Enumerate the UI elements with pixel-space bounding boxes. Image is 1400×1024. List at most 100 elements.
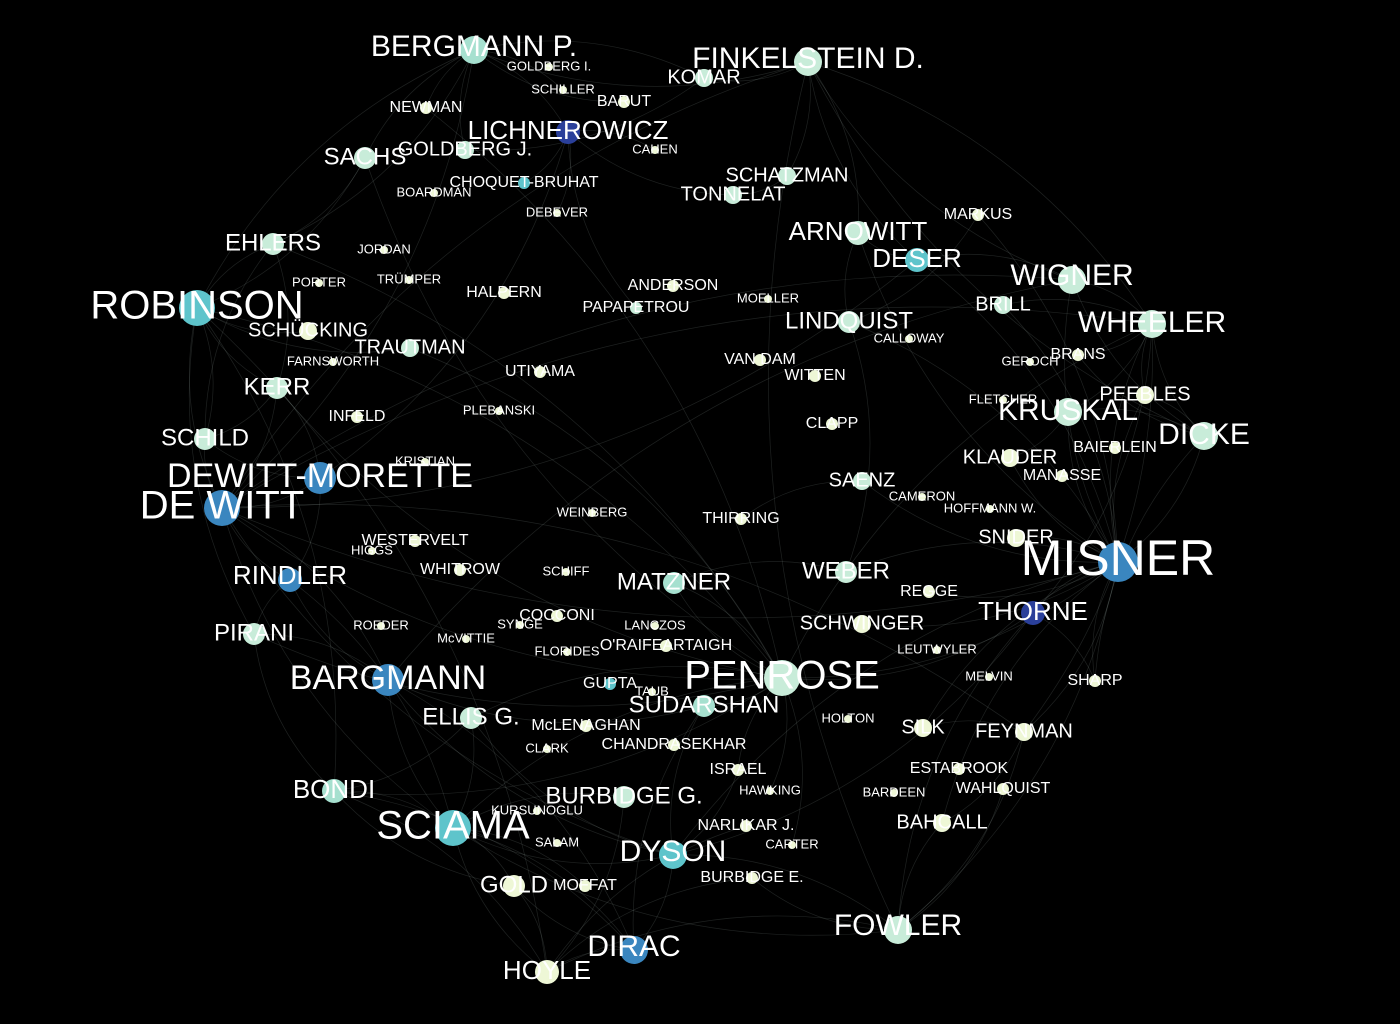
node-melvin[interactable]: [985, 673, 993, 681]
node-lichnerowicz[interactable]: [556, 120, 580, 144]
node-barut[interactable]: [618, 96, 630, 108]
node-salam[interactable]: [553, 839, 561, 847]
node-van-dam[interactable]: [754, 354, 766, 366]
node-brans[interactable]: [1072, 349, 1084, 361]
node-mclenaghan[interactable]: [580, 720, 592, 732]
node-schild[interactable]: [194, 428, 216, 450]
node-holton[interactable]: [844, 715, 852, 723]
node-kruskal[interactable]: [1054, 398, 1082, 426]
node-hoffmann-w[interactable]: [986, 505, 994, 513]
node-gold[interactable]: [503, 875, 525, 897]
node-narlikar[interactable]: [740, 820, 752, 832]
node-dirac[interactable]: [620, 936, 648, 964]
node-westervelt[interactable]: [409, 535, 421, 547]
node-silk[interactable]: [914, 719, 932, 737]
node-cameron[interactable]: [918, 493, 926, 501]
node-carter[interactable]: [788, 841, 796, 849]
node-dicke[interactable]: [1190, 422, 1218, 450]
node-sharp[interactable]: [1089, 675, 1101, 687]
node-mcvittie[interactable]: [462, 635, 470, 643]
node-goldberg-i[interactable]: [545, 63, 553, 71]
node-schiff[interactable]: [562, 568, 570, 576]
node-komar[interactable]: [695, 69, 713, 87]
node-peebles[interactable]: [1136, 386, 1154, 404]
node-synge[interactable]: [516, 621, 524, 629]
node-jordan[interactable]: [380, 246, 388, 254]
node-coccon[interactable]: [551, 610, 563, 622]
node-choquet[interactable]: [518, 177, 530, 189]
node-thirring[interactable]: [735, 513, 747, 525]
node-lanczos[interactable]: [651, 622, 659, 630]
node-trumper[interactable]: [405, 276, 413, 284]
node-debever[interactable]: [553, 209, 561, 217]
node-schiller[interactable]: [559, 86, 567, 94]
node-schwinger[interactable]: [853, 615, 871, 633]
node-calloway[interactable]: [905, 335, 913, 343]
node-plebanski[interactable]: [495, 407, 503, 415]
node-tauf[interactable]: [648, 688, 656, 696]
node-weber[interactable]: [835, 561, 857, 583]
node-robinson[interactable]: [179, 290, 215, 326]
node-wheeler[interactable]: [1138, 310, 1166, 338]
node-snider[interactable]: [1007, 529, 1025, 547]
node-wigner[interactable]: [1058, 266, 1086, 294]
node-baierlein[interactable]: [1109, 442, 1121, 454]
node-dewitt[interactable]: [204, 490, 240, 526]
node-thorne[interactable]: [1021, 601, 1045, 625]
node-saenz[interactable]: [853, 472, 871, 490]
node-boardman[interactable]: [430, 189, 438, 197]
node-feynman[interactable]: [1015, 723, 1033, 741]
node-hoyle[interactable]: [535, 960, 559, 984]
node-witten[interactable]: [809, 370, 821, 382]
node-utiyama[interactable]: [534, 366, 546, 378]
node-manasse[interactable]: [1056, 470, 1068, 482]
node-estabrook[interactable]: [953, 763, 965, 775]
node-fletcher[interactable]: [999, 396, 1007, 404]
node-finkelstein-d[interactable]: [794, 48, 822, 76]
node-brill[interactable]: [994, 296, 1012, 314]
node-fowler[interactable]: [884, 916, 912, 944]
node-gerloch[interactable]: [1026, 358, 1034, 366]
node-ehlers[interactable]: [262, 233, 284, 255]
node-kursunoglu[interactable]: [533, 807, 541, 815]
node-schucking[interactable]: [299, 322, 317, 340]
node-moeller[interactable]: [764, 295, 772, 303]
node-whitrow[interactable]: [454, 564, 466, 576]
node-porter[interactable]: [315, 279, 323, 287]
node-deser[interactable]: [905, 248, 929, 272]
node-bondi[interactable]: [322, 779, 346, 803]
node-bergmann-p[interactable]: [460, 36, 488, 64]
node-leutwyler[interactable]: [933, 646, 941, 654]
node-halpern[interactable]: [498, 287, 510, 299]
node-klauder[interactable]: [1001, 449, 1019, 467]
node-rindler[interactable]: [278, 568, 302, 592]
node-newman[interactable]: [420, 102, 432, 114]
node-israel[interactable]: [732, 764, 744, 776]
node-matzner[interactable]: [663, 572, 685, 594]
node-schatzman[interactable]: [778, 167, 796, 185]
node-regge[interactable]: [923, 586, 935, 598]
node-kerr[interactable]: [266, 377, 288, 399]
node-bahcall[interactable]: [933, 814, 951, 832]
node-bardeen[interactable]: [890, 789, 898, 797]
node-sciama[interactable]: [435, 810, 471, 846]
node-pirani[interactable]: [243, 623, 265, 645]
node-anderson[interactable]: [667, 280, 679, 292]
node-sudarshan[interactable]: [693, 695, 715, 717]
node-infeld[interactable]: [351, 411, 363, 423]
node-roeder[interactable]: [377, 622, 385, 630]
node-wahlquist[interactable]: [997, 783, 1009, 795]
node-dewitt-morette[interactable]: [304, 462, 336, 494]
node-moffat[interactable]: [579, 880, 591, 892]
node-clapp[interactable]: [826, 418, 838, 430]
node-kristian[interactable]: [421, 458, 429, 466]
node-chandrasekhar[interactable]: [668, 739, 680, 751]
node-farnsworth[interactable]: [329, 358, 337, 366]
node-lindquist[interactable]: [838, 311, 860, 333]
node-ellis-g[interactable]: [460, 707, 482, 729]
node-gupta[interactable]: [604, 678, 616, 690]
node-cahen[interactable]: [651, 146, 659, 154]
node-arnowitt[interactable]: [846, 221, 870, 245]
node-oraifeartaigh[interactable]: [660, 640, 672, 652]
node-sachs[interactable]: [354, 147, 376, 169]
